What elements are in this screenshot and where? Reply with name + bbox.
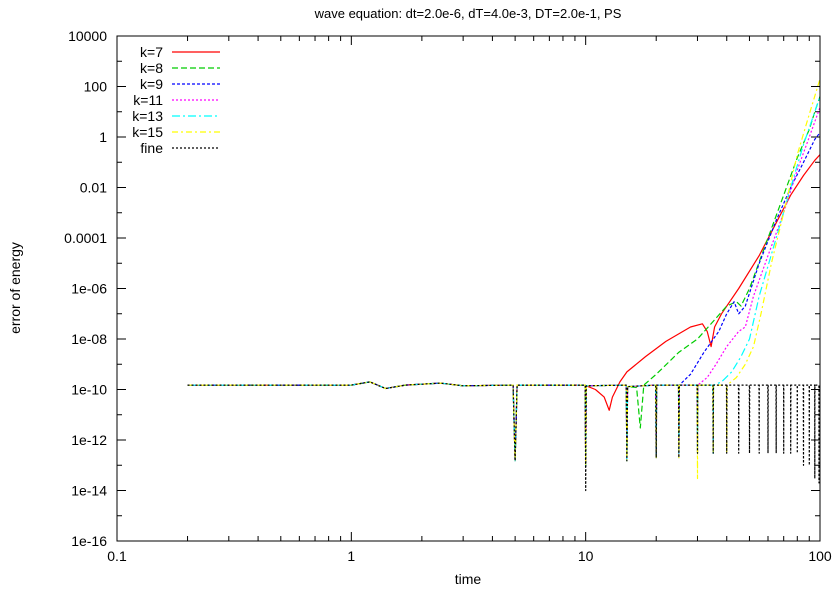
y-tick-label: 1e-10 bbox=[71, 382, 107, 398]
plot-frame bbox=[116, 35, 821, 542]
series-line-k-15 bbox=[187, 78, 820, 480]
y-tick-label: 1e-16 bbox=[71, 533, 107, 549]
y-tick-label: 1e-06 bbox=[71, 281, 107, 297]
legend-label: k=9 bbox=[140, 76, 163, 92]
series-line-k-9 bbox=[187, 132, 820, 466]
y-tick-label: 100 bbox=[84, 79, 108, 95]
legend-label: fine bbox=[140, 140, 163, 156]
x-tick-label: 1 bbox=[347, 548, 355, 564]
tick-layer: 0.1 1 10 100 1e-16 1e-14 1e-12 1e-10 1e-08 1e-06 0… bbox=[64, 28, 832, 564]
y-tick-label: 0.0001 bbox=[64, 230, 107, 246]
y-tick-label: 10000 bbox=[68, 28, 107, 44]
x-tick-label: 0.1 bbox=[107, 548, 127, 564]
series-line-k-11 bbox=[187, 107, 820, 466]
series-line-k-7 bbox=[187, 154, 820, 466]
series-line-k-13 bbox=[187, 96, 820, 466]
series-line-k-8 bbox=[187, 96, 820, 466]
x-tick-label: 100 bbox=[808, 548, 832, 564]
legend-label: k=8 bbox=[140, 60, 163, 76]
x-axis-label: time bbox=[455, 571, 482, 587]
y-tick-label: 1 bbox=[99, 129, 107, 145]
chart-title: wave equation: dt=2.0e-6, dT=4.0e-3, DT=… bbox=[314, 6, 622, 21]
legend-label: k=11 bbox=[133, 92, 163, 108]
legend-label: k=13 bbox=[132, 108, 163, 124]
series-layer bbox=[187, 78, 820, 492]
y-tick-label: 0.01 bbox=[80, 180, 107, 196]
legend-label: k=7 bbox=[140, 44, 163, 60]
y-axis-label: error of energy bbox=[7, 242, 23, 334]
x-tick-label: 10 bbox=[578, 548, 594, 564]
y-tick-label: 1e-14 bbox=[71, 483, 107, 499]
y-tick-label: 1e-08 bbox=[71, 331, 107, 347]
series-line-fine bbox=[187, 381, 820, 492]
legend-label: k=15 bbox=[132, 124, 163, 140]
y-tick-label: 1e-12 bbox=[71, 432, 107, 448]
